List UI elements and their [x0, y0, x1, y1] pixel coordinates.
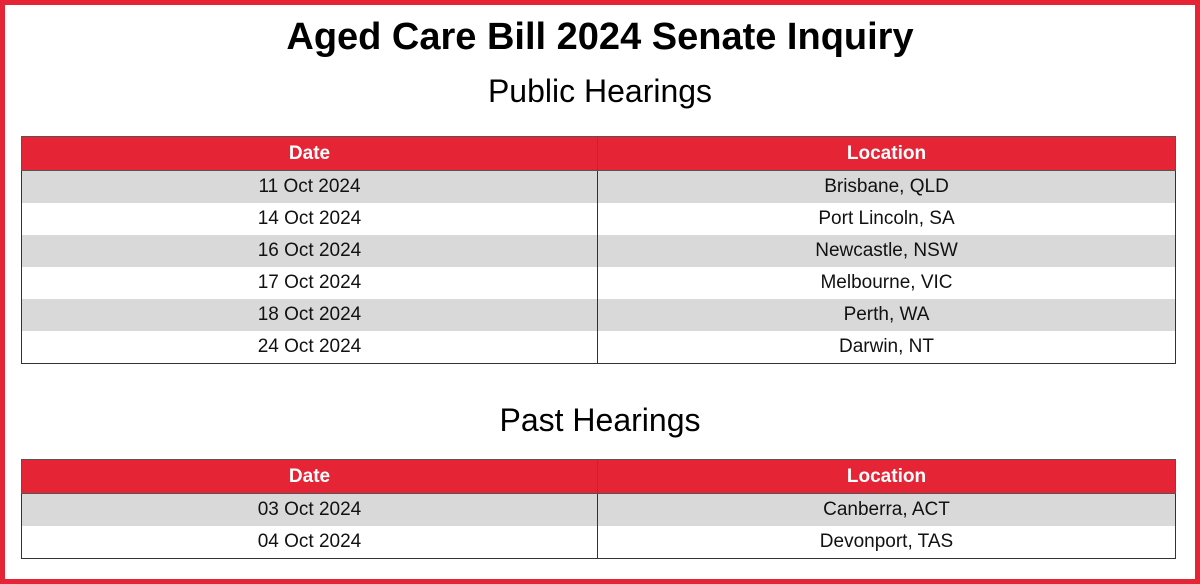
table-row: 14 Oct 2024 Port Lincoln, SA — [21, 203, 1176, 235]
date-cell: 17 Oct 2024 — [21, 267, 598, 299]
public-hearings-table: Date Location 11 Oct 2024 Brisbane, QLD … — [21, 136, 1176, 364]
location-cell: Newcastle, NSW — [597, 235, 1176, 267]
date-cell: 16 Oct 2024 — [21, 235, 598, 267]
location-cell: Canberra, ACT — [597, 493, 1176, 526]
table-row: 18 Oct 2024 Perth, WA — [21, 299, 1176, 331]
past-hearings-heading: Past Hearings — [499, 402, 701, 438]
location-cell: Perth, WA — [597, 299, 1176, 331]
column-header-location: Location — [597, 459, 1176, 494]
date-cell: 04 Oct 2024 — [21, 526, 598, 559]
table-row: 03 Oct 2024 Canberra, ACT — [21, 493, 1176, 526]
date-cell: 11 Oct 2024 — [21, 170, 598, 203]
date-cell: 18 Oct 2024 — [21, 299, 598, 331]
location-cell: Darwin, NT — [597, 331, 1176, 364]
table-header-row: Date Location — [21, 459, 1176, 494]
table-row: 04 Oct 2024 Devonport, TAS — [21, 526, 1176, 559]
column-header-location: Location — [597, 136, 1176, 171]
table-row: 16 Oct 2024 Newcastle, NSW — [21, 235, 1176, 267]
date-cell: 14 Oct 2024 — [21, 203, 598, 235]
table-row: 11 Oct 2024 Brisbane, QLD — [21, 170, 1176, 203]
date-cell: 03 Oct 2024 — [21, 493, 598, 526]
table-row: 17 Oct 2024 Melbourne, VIC — [21, 267, 1176, 299]
table-row: 24 Oct 2024 Darwin, NT — [21, 331, 1176, 364]
location-cell: Port Lincoln, SA — [597, 203, 1176, 235]
past-hearings-table: Date Location 03 Oct 2024 Canberra, ACT … — [21, 459, 1176, 559]
page-title: Aged Care Bill 2024 Senate Inquiry — [286, 16, 914, 58]
date-cell: 24 Oct 2024 — [21, 331, 598, 364]
location-cell: Devonport, TAS — [597, 526, 1176, 559]
location-cell: Melbourne, VIC — [597, 267, 1176, 299]
location-cell: Brisbane, QLD — [597, 170, 1176, 203]
table-header-row: Date Location — [21, 136, 1176, 171]
column-header-date: Date — [21, 136, 598, 171]
public-hearings-heading: Public Hearings — [487, 73, 713, 109]
column-header-date: Date — [21, 459, 598, 494]
